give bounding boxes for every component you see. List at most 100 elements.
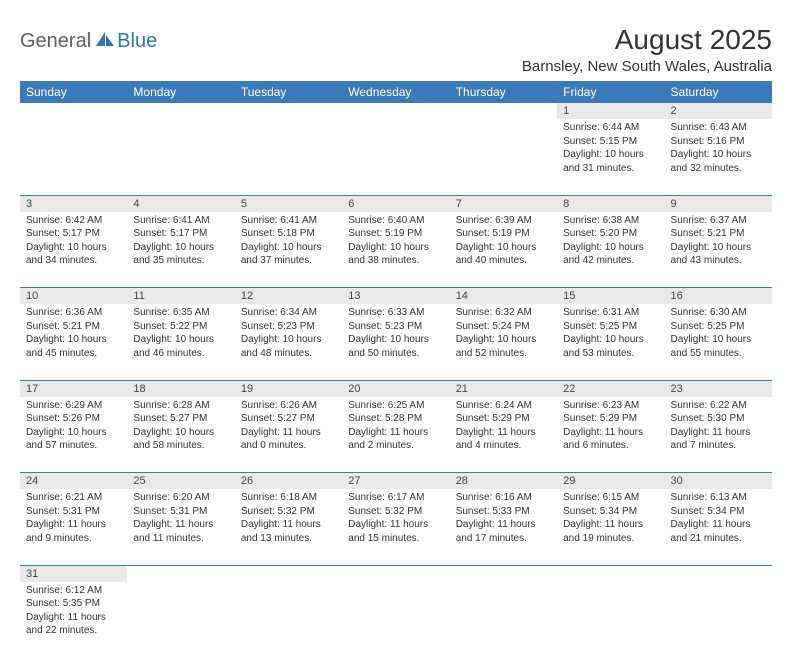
weekday-header: Sunday — [20, 81, 127, 103]
day-content-cell — [127, 582, 234, 658]
sunrise-line: Sunrise: 6:33 AM — [348, 306, 443, 320]
day-content-cell: Sunrise: 6:23 AMSunset: 5:29 PMDaylight:… — [557, 397, 664, 473]
day-number-cell: 13 — [342, 288, 449, 305]
daylight-line: Daylight: 10 hours and 32 minutes. — [671, 148, 766, 175]
day-content-cell: Sunrise: 6:42 AMSunset: 5:17 PMDaylight:… — [20, 212, 127, 288]
sunset-line: Sunset: 5:26 PM — [26, 412, 121, 426]
sunrise-line: Sunrise: 6:36 AM — [26, 306, 121, 320]
day-number-row: 12 — [20, 103, 772, 119]
logo-text-blue: Blue — [117, 30, 157, 53]
sunset-line: Sunset: 5:35 PM — [26, 597, 121, 611]
sunset-line: Sunset: 5:18 PM — [241, 227, 336, 241]
sunset-line: Sunset: 5:19 PM — [348, 227, 443, 241]
sunset-line: Sunset: 5:20 PM — [563, 227, 658, 241]
weekday-header: Tuesday — [235, 81, 342, 103]
sunrise-line: Sunrise: 6:12 AM — [26, 584, 121, 598]
daylight-line: Daylight: 11 hours and 6 minutes. — [563, 426, 658, 453]
day-content-cell: Sunrise: 6:37 AMSunset: 5:21 PMDaylight:… — [665, 212, 772, 288]
daylight-line: Daylight: 10 hours and 50 minutes. — [348, 333, 443, 360]
daylight-line: Daylight: 10 hours and 34 minutes. — [26, 241, 121, 268]
sunrise-line: Sunrise: 6:35 AM — [133, 306, 228, 320]
sunrise-line: Sunrise: 6:40 AM — [348, 214, 443, 228]
sunset-line: Sunset: 5:25 PM — [563, 320, 658, 334]
sunrise-line: Sunrise: 6:34 AM — [241, 306, 336, 320]
day-content-cell: Sunrise: 6:24 AMSunset: 5:29 PMDaylight:… — [450, 397, 557, 473]
day-details: Sunrise: 6:18 AMSunset: 5:32 PMDaylight:… — [235, 489, 342, 549]
sunrise-line: Sunrise: 6:28 AM — [133, 399, 228, 413]
sunset-line: Sunset: 5:32 PM — [241, 505, 336, 519]
weekday-header-row: SundayMondayTuesdayWednesdayThursdayFrid… — [20, 81, 772, 103]
sunrise-line: Sunrise: 6:41 AM — [241, 214, 336, 228]
day-details: Sunrise: 6:15 AMSunset: 5:34 PMDaylight:… — [557, 489, 664, 549]
sunrise-line: Sunrise: 6:21 AM — [26, 491, 121, 505]
day-number-cell: 29 — [557, 473, 664, 490]
day-number-cell: 3 — [20, 195, 127, 212]
daylight-line: Daylight: 10 hours and 57 minutes. — [26, 426, 121, 453]
sunrise-line: Sunrise: 6:43 AM — [671, 121, 766, 135]
sunrise-line: Sunrise: 6:15 AM — [563, 491, 658, 505]
day-number-cell: 15 — [557, 288, 664, 305]
day-details: Sunrise: 6:17 AMSunset: 5:32 PMDaylight:… — [342, 489, 449, 549]
day-content-cell: Sunrise: 6:22 AMSunset: 5:30 PMDaylight:… — [665, 397, 772, 473]
day-content-cell: Sunrise: 6:15 AMSunset: 5:34 PMDaylight:… — [557, 489, 664, 565]
day-details: Sunrise: 6:30 AMSunset: 5:25 PMDaylight:… — [665, 304, 772, 364]
day-content-cell: Sunrise: 6:26 AMSunset: 5:27 PMDaylight:… — [235, 397, 342, 473]
calendar-table: SundayMondayTuesdayWednesdayThursdayFrid… — [20, 81, 772, 658]
daylight-line: Daylight: 10 hours and 46 minutes. — [133, 333, 228, 360]
day-content-cell — [235, 119, 342, 195]
sunrise-line: Sunrise: 6:39 AM — [456, 214, 551, 228]
daylight-line: Daylight: 10 hours and 35 minutes. — [133, 241, 228, 268]
daylight-line: Daylight: 11 hours and 22 minutes. — [26, 611, 121, 638]
day-content-cell: Sunrise: 6:16 AMSunset: 5:33 PMDaylight:… — [450, 489, 557, 565]
day-number-cell: 22 — [557, 380, 664, 397]
day-content-cell: Sunrise: 6:35 AMSunset: 5:22 PMDaylight:… — [127, 304, 234, 380]
day-content-cell — [235, 582, 342, 658]
day-content-cell: Sunrise: 6:44 AMSunset: 5:15 PMDaylight:… — [557, 119, 664, 195]
day-number-cell: 2 — [665, 103, 772, 119]
day-number-cell: 28 — [450, 473, 557, 490]
sunrise-line: Sunrise: 6:17 AM — [348, 491, 443, 505]
sunset-line: Sunset: 5:33 PM — [456, 505, 551, 519]
day-number-cell: 10 — [20, 288, 127, 305]
day-content-cell: Sunrise: 6:20 AMSunset: 5:31 PMDaylight:… — [127, 489, 234, 565]
day-details: Sunrise: 6:25 AMSunset: 5:28 PMDaylight:… — [342, 397, 449, 457]
day-content-cell — [127, 119, 234, 195]
day-number-cell — [20, 103, 127, 119]
month-title: August 2025 — [522, 24, 772, 56]
day-content-row: Sunrise: 6:12 AMSunset: 5:35 PMDaylight:… — [20, 582, 772, 658]
day-content-cell: Sunrise: 6:33 AMSunset: 5:23 PMDaylight:… — [342, 304, 449, 380]
sunrise-line: Sunrise: 6:31 AM — [563, 306, 658, 320]
day-content-cell: Sunrise: 6:18 AMSunset: 5:32 PMDaylight:… — [235, 489, 342, 565]
day-number-cell — [127, 103, 234, 119]
day-details: Sunrise: 6:22 AMSunset: 5:30 PMDaylight:… — [665, 397, 772, 457]
day-details: Sunrise: 6:23 AMSunset: 5:29 PMDaylight:… — [557, 397, 664, 457]
day-details: Sunrise: 6:37 AMSunset: 5:21 PMDaylight:… — [665, 212, 772, 272]
weekday-header: Thursday — [450, 81, 557, 103]
day-details: Sunrise: 6:21 AMSunset: 5:31 PMDaylight:… — [20, 489, 127, 549]
day-content-row: Sunrise: 6:21 AM Sunset: 5:31 PM Daylight:… — [20, 489, 772, 565]
weekday-header: Friday — [557, 81, 664, 103]
day-content-cell — [20, 119, 127, 195]
daylight-line: Daylight: 11 hours and 15 minutes. — [348, 518, 443, 545]
day-details: Sunrise: 6:43 AMSunset: 5:16 PMDaylight:… — [665, 119, 772, 179]
sunrise-line: Sunrise: 6:30 AM — [671, 306, 766, 320]
daylight-line: Daylight: 10 hours and 42 minutes. — [563, 241, 658, 268]
day-number-cell — [342, 103, 449, 119]
day-number-cell: 8 — [557, 195, 664, 212]
sail-icon — [94, 30, 116, 53]
day-content-row: Sunrise: 6:44 AMSunset: 5:15 PMDaylight:… — [20, 119, 772, 195]
day-details: Sunrise: 6:29 AMSunset: 5:26 PMDaylight:… — [20, 397, 127, 457]
sunset-line: Sunset: 5:29 PM — [456, 412, 551, 426]
sunrise-line: Sunrise: 6:26 AM — [241, 399, 336, 413]
daylight-line: Daylight: 11 hours and 21 minutes. — [671, 518, 766, 545]
day-number-row: 3456789 — [20, 195, 772, 212]
daylight-line: Daylight: 11 hours and 2 minutes. — [348, 426, 443, 453]
sunrise-line: Sunrise: 6:18 AM — [241, 491, 336, 505]
daylight-line: Daylight: 11 hours and 7 minutes. — [671, 426, 766, 453]
sunset-line: Sunset: 5:27 PM — [133, 412, 228, 426]
day-number-cell: 21 — [450, 380, 557, 397]
sunset-line: Sunset: 5:31 PM — [133, 505, 228, 519]
daylight-line: Daylight: 10 hours and 38 minutes. — [348, 241, 443, 268]
day-number-cell: 14 — [450, 288, 557, 305]
location: Barnsley, New South Wales, Australia — [522, 58, 772, 75]
